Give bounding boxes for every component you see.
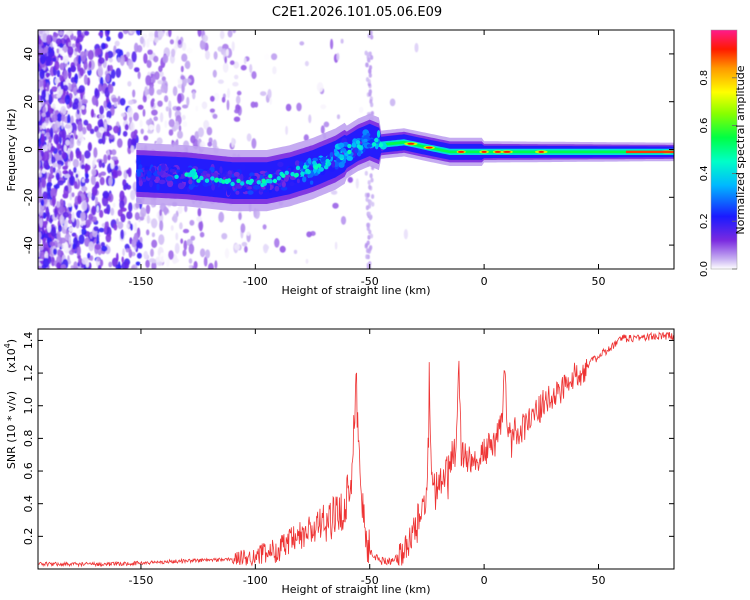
spectrogram-x-axis: -150 -100 -50 0 50 (128, 30, 606, 288)
snr-multiplier: (x104) (3, 339, 18, 373)
snr-y-tick-label: 1.0 (22, 397, 35, 415)
snr-multiplier-exp: 4 (3, 343, 12, 348)
snr-x-tick-label: -100 (243, 574, 268, 587)
colorbar-tick-label: 0.8 (699, 70, 710, 86)
snr-y-label: SNR (10 * v/v) (5, 391, 18, 469)
snr-x-axis: -150 -100 -50 0 50 (128, 329, 606, 587)
snr-y-axis: 0.2 0.4 0.6 0.8 1.0 1.2 1.4 (22, 332, 674, 545)
spectrogram-x-tick-label: -50 (361, 275, 379, 288)
snr-y-tick-label: 0.4 (22, 495, 35, 512)
spectrogram-y-tick-label: 20 (22, 95, 35, 109)
snr-x-tick-label: -150 (128, 574, 153, 587)
spectrogram-x-tick-label: 50 (592, 275, 606, 288)
spectrogram-x-tick-label: 0 (481, 275, 488, 288)
snr-y-tick-label: 1.4 (22, 332, 35, 350)
spectrogram-panel: -150 -100 -50 0 50 -40 -20 0 20 40 Height of str… (5, 29, 675, 297)
spectrogram-y-tick-label: 40 (22, 47, 35, 61)
spectrogram-y-label: Frequency (Hz) (5, 109, 18, 192)
snr-series-line (38, 331, 674, 568)
snr-content (38, 331, 674, 568)
spectrogram-x-tick-label: -150 (128, 275, 153, 288)
snr-multiplier-base: (x10 (5, 348, 18, 373)
colorbar-tick-label: 0.2 (699, 213, 710, 229)
snr-y-tick-label: 0.8 (22, 430, 35, 448)
colorbar-tick-label: 0.4 (699, 165, 710, 181)
snr-y-tick-label: 1.2 (22, 364, 35, 382)
spectrogram-content (38, 30, 674, 269)
snr-x-tick-label: 50 (592, 574, 606, 587)
spectrogram-y-axis: -40 -20 0 20 40 (22, 47, 674, 254)
colorbar-frame (710, 29, 738, 270)
snr-panel: -150 -100 -50 0 50 0.2 0.4 0.6 0.8 1.0 1.2 1.4 Hei… (3, 328, 675, 596)
snr-multiplier-close: ) (5, 339, 18, 343)
colorbar-ticks: 0.0 0.2 0.4 0.6 0.8 (699, 70, 737, 277)
snr-frame (37, 328, 675, 570)
colorbar-label: Normalized spectral amplitude (734, 65, 747, 234)
snr-plot-area (38, 329, 674, 569)
colorbar: 0.0 0.2 0.4 0.6 0.8 Normalized spectral ampl… (699, 29, 747, 277)
colorbar-tick-label: 0.0 (699, 261, 710, 277)
snr-x-tick-label: -50 (361, 574, 379, 587)
colorbar-gradient (711, 30, 737, 269)
colorbar-tick-label: 0.6 (699, 118, 710, 134)
snr-y-tick-label: 0.2 (22, 528, 35, 546)
spectrogram-ridge (136, 113, 674, 212)
snr-y-tick-label: 0.6 (22, 462, 35, 480)
chart-title: C2E1.2026.101.05.06.E09 (272, 5, 442, 20)
spectrogram-x-tick-label: -100 (243, 275, 268, 288)
spectrogram-y-tick-label: 0 (22, 146, 35, 153)
svg-text:(x104): (x104) (3, 339, 18, 373)
spectrogram-y-tick-label: -20 (22, 188, 35, 206)
snr-x-tick-label: 0 (481, 574, 488, 587)
ridge-hot-end (625, 150, 674, 154)
spectrogram-x-label: Height of straight line (km) (281, 284, 430, 297)
spectrogram-y-tick-label: -40 (22, 236, 35, 254)
snr-x-label: Height of straight line (km) (281, 583, 430, 596)
